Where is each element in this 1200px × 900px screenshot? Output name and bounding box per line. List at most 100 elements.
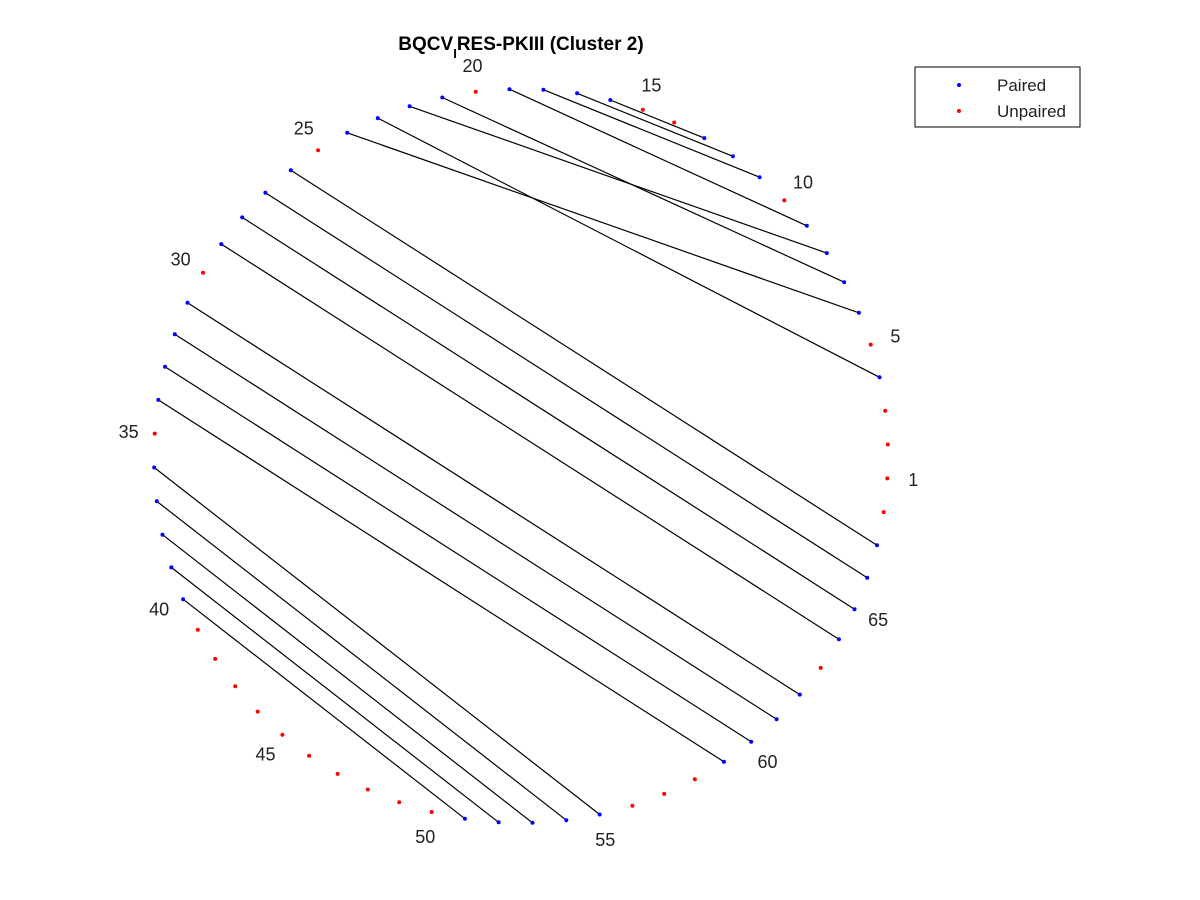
- unpaired-dot-3: [883, 409, 887, 413]
- paired-dot-22: [408, 104, 412, 108]
- position-label-65: 65: [868, 610, 888, 630]
- pair-link-29-64: [221, 244, 839, 639]
- pair-link-31-62: [188, 303, 800, 695]
- paired-dot-66: [865, 576, 869, 580]
- paired-dot-4: [878, 375, 882, 379]
- paired-dot-11: [758, 175, 762, 179]
- paired-dot-6: [857, 311, 861, 315]
- paired-dot-40: [181, 597, 185, 601]
- unpaired-dot-49: [397, 800, 401, 804]
- pair-link-6-24: [347, 133, 859, 313]
- paired-dot-32: [173, 332, 177, 336]
- paired-dot-26: [289, 168, 293, 172]
- unpaired-dot-58: [693, 777, 697, 781]
- pair-link-34-59: [158, 400, 724, 762]
- paired-dot-37: [155, 499, 159, 503]
- paired-dot-53: [531, 821, 535, 825]
- pair-link-11-18: [543, 90, 759, 178]
- paired-dot-67: [875, 543, 879, 547]
- paired-dot-60: [749, 740, 753, 744]
- pair-link-26-67: [291, 170, 877, 545]
- pair-link-32-61: [175, 334, 777, 719]
- legend-label-unpaired: Unpaired: [997, 102, 1066, 121]
- paired-dot-13: [702, 136, 706, 140]
- pair-link-27-66: [265, 193, 867, 578]
- position-number-labels: 15101520253035404550 556065: [119, 56, 919, 850]
- pair-link-36-55: [154, 468, 600, 815]
- unpaired-dot-63: [819, 666, 823, 670]
- unpaired-dot-50: [430, 810, 434, 814]
- position-label-30: 30: [171, 250, 191, 270]
- unpaired-dot-44: [256, 710, 260, 714]
- pair-link-4-23: [378, 118, 880, 377]
- position-label-60: 60: [757, 752, 777, 772]
- paired-dot-8: [825, 251, 829, 255]
- pair-link-38-53: [163, 535, 533, 823]
- paired-dot-59: [722, 760, 726, 764]
- paired-dot-27: [263, 191, 267, 195]
- position-label-50: 50: [415, 827, 435, 847]
- position-label-15: 15: [641, 75, 661, 95]
- title-part-2: RES-PKIII (Cluster 2): [457, 34, 644, 55]
- paired-dot-16: [608, 98, 612, 102]
- paired-dot-19: [508, 87, 512, 91]
- pair-link-39-52: [171, 567, 498, 822]
- pair-link-33-60: [165, 367, 751, 742]
- paired-dot-38: [161, 533, 165, 537]
- paired-dot-29: [219, 242, 223, 246]
- paired-dot-55: [598, 813, 602, 817]
- unpaired-dot-56: [630, 804, 634, 808]
- paired-dot-54: [564, 818, 568, 822]
- pair-links: [154, 89, 879, 823]
- paired-dot-52: [497, 820, 501, 824]
- unpaired-dot-35: [153, 432, 157, 436]
- paired-dot-51: [463, 817, 467, 821]
- unpaired-dot-30: [201, 271, 205, 275]
- position-label-5: 5: [890, 327, 900, 347]
- unpaired-dot-25: [316, 148, 320, 152]
- paired-dot-62: [798, 693, 802, 697]
- pair-link-13-16: [610, 100, 704, 138]
- unpaired-dot-43: [233, 684, 237, 688]
- position-dots: [152, 87, 890, 825]
- unpaired-dot-5: [869, 343, 873, 347]
- unpaired-dot-48: [366, 788, 370, 792]
- paired-dot-21: [440, 96, 444, 100]
- title-part-1: BQCV: [398, 34, 453, 55]
- pair-link-12-17: [577, 93, 733, 156]
- unpaired-dot-1: [885, 476, 889, 480]
- paired-dot-65: [853, 607, 857, 611]
- paired-dot-17: [575, 91, 579, 95]
- unpaired-dot-14: [672, 121, 676, 125]
- unpaired-dot-20: [474, 90, 478, 94]
- legend-marker-unpaired: [957, 109, 961, 113]
- pair-link-28-65: [242, 217, 854, 609]
- paired-dot-61: [775, 717, 779, 721]
- unpaired-dot-41: [196, 628, 200, 632]
- paired-dot-9: [805, 224, 809, 228]
- paired-dot-12: [731, 154, 735, 158]
- unpaired-dot-42: [213, 657, 217, 661]
- position-label-45: 45: [255, 745, 275, 765]
- paired-dot-33: [163, 365, 167, 369]
- legend: Paired Unpaired: [915, 67, 1080, 127]
- position-label-1: 1: [908, 470, 918, 490]
- legend-marker-paired: [957, 83, 961, 87]
- position-label-20: 20: [462, 56, 482, 76]
- position-label-35: 35: [119, 422, 139, 442]
- paired-dot-31: [186, 301, 190, 305]
- unpaired-dot-46: [307, 754, 311, 758]
- legend-label-paired: Paired: [997, 76, 1046, 95]
- chart-title: BQCVIRES-PKIII (Cluster 2): [398, 34, 643, 61]
- pair-link-8-22: [410, 106, 827, 253]
- unpaired-dot-45: [280, 733, 284, 737]
- unpaired-dot-68: [882, 510, 886, 514]
- paired-dot-64: [837, 637, 841, 641]
- paired-dot-24: [345, 131, 349, 135]
- position-label-55: 55: [595, 830, 615, 850]
- paired-dot-18: [541, 88, 545, 92]
- pair-link-37-54: [157, 501, 567, 820]
- paired-dot-7: [842, 280, 846, 284]
- position-label-40: 40: [149, 599, 169, 619]
